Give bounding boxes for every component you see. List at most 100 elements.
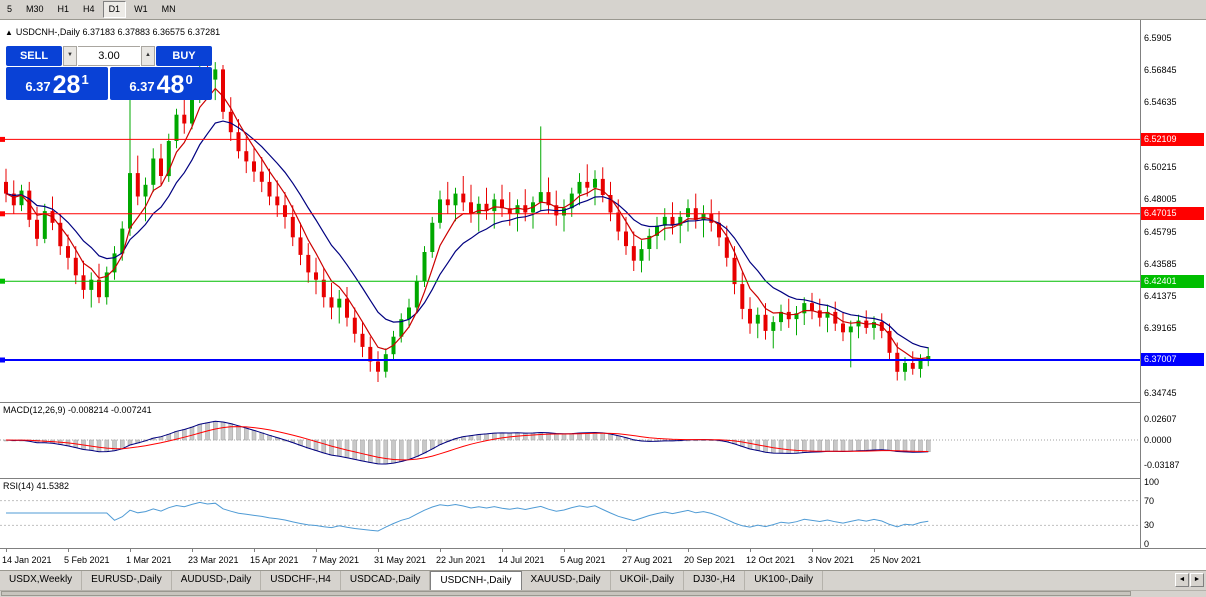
sell-price-base: 6.37 [25,79,51,94]
timeframe-toolbar: 5 M30 H1 H4 D1 W1 MN [0,0,1206,20]
time-axis-tick [316,549,317,552]
price-axis-label: 6.54635 [1144,97,1177,108]
macd-axis-label: -0.03187 [1144,460,1180,471]
time-axis-label: 15 Apr 2021 [250,555,299,565]
timeframe-button-h1[interactable]: H1 [51,1,76,18]
rsi-axis-label: 100 [1144,477,1160,487]
rsi-axis-label: 30 [1144,520,1155,531]
macd-indicator-canvas[interactable] [0,402,1140,478]
horizontal-lines-layer[interactable] [0,136,1140,363]
timeframe-button-w1[interactable]: W1 [128,1,154,18]
price-axis-label: 6.41375 [1144,291,1177,302]
price-scale-separator[interactable] [1140,20,1141,548]
chart-title: ▲ USDCNH-,Daily 6.37183 6.37883 6.36575 6… [5,27,220,37]
time-axis: 14 Jan 2021 5 Feb 2021 1 Mar 2021 23 Mar 20… [0,549,1206,570]
time-axis-tick [812,549,813,552]
price-axis-label: 6.45795 [1144,226,1177,237]
chart-ohlc-values: 6.37183 6.37883 6.36575 6.37281 [82,27,221,37]
chart-tab-usdcnh-daily[interactable]: USDCNH-,Daily [430,571,522,590]
time-axis-tick [688,549,689,552]
chart-tab-audusd-daily[interactable]: AUDUSD-,Daily [172,571,262,590]
time-axis-tick [378,549,379,552]
time-axis-tick [874,549,875,552]
chart-tab-eurusd-daily[interactable]: EURUSD-,Daily [82,571,172,590]
time-axis-label: 14 Jan 2021 [2,555,52,565]
tab-scroll-left-button[interactable]: ◄ [1175,573,1189,587]
price-axis-label: 6.5905 [1144,33,1172,43]
time-axis-label: 14 Jul 2021 [498,555,545,565]
time-axis-tick [750,549,751,552]
timeframe-button-h4[interactable]: H4 [77,1,101,18]
macd-axis-label: 0.02607 [1144,414,1177,425]
price-axis-label: 6.39165 [1144,323,1177,334]
time-axis-tick [254,549,255,552]
pane-separator-rsi[interactable] [0,478,1206,479]
macd-histogram-layer [3,420,931,465]
buy-button[interactable]: BUY [156,46,212,66]
time-axis-label: 5 Aug 2021 [560,555,606,565]
chart-tab-bar: USDX,Weekly EURUSD-,Daily AUDUSD-,Daily USD… [0,570,1206,590]
chart-tab-xauusd-daily[interactable]: XAUUSD-,Daily [522,571,611,590]
price-axis-label: 6.50215 [1144,162,1177,173]
volume-input[interactable] [78,46,140,66]
chart-tab-ukoil-daily[interactable]: UKOil-,Daily [611,571,685,590]
rsi-indicator-label: RSI(14) 41.5382 [3,481,70,491]
horizontal-scrollbar-thumb[interactable] [1,591,1131,596]
chart-tab-usdx-weekly[interactable]: USDX,Weekly [0,571,83,590]
price-axis-label: 6.34745 [1144,388,1177,398]
rsi-indicator-canvas[interactable] [0,478,1140,548]
volume-decrease-button[interactable]: ▼ [63,46,77,66]
time-axis-label: 25 Nov 2021 [870,555,922,565]
rsi-axis-label: 0 [1144,539,1150,549]
sell-price-pips: 28 [52,71,81,99]
timeframe-button-d1[interactable]: D1 [102,1,127,18]
chart-collapse-icon[interactable]: ▲ [5,28,13,37]
pane-separator-macd[interactable] [0,402,1206,403]
buy-price-pips: 48 [156,71,185,99]
hline-price-tag: 6.52109 [1141,132,1204,146]
candles-layer [4,54,931,382]
timeframe-button-mn[interactable]: MN [155,1,182,18]
macd-axis-label: 0.0000 [1144,435,1172,445]
rsi-axis-label: 70 [1144,495,1155,506]
price-axis-label: 6.43585 [1144,258,1177,269]
time-axis-label: 3 Nov 2021 [808,555,855,565]
time-axis-label: 20 Sep 2021 [684,555,736,565]
time-axis-label: 12 Oct 2021 [746,555,796,565]
time-axis-label: 31 May 2021 [374,555,427,565]
tab-scroll-arrows: ◄ ► [1175,573,1204,587]
time-axis-label: 27 Aug 2021 [622,555,673,565]
time-axis-label: 1 Mar 2021 [126,555,172,565]
time-axis-tick [564,549,565,552]
tab-scroll-right-button[interactable]: ► [1190,573,1204,587]
chart-tab-usdcad-daily[interactable]: USDCAD-,Daily [341,571,431,590]
chart-symbol-period: USDCNH-,Daily [15,27,80,37]
sell-price-point: 1 [81,72,89,87]
buy-price-base: 6.37 [129,79,155,94]
sell-button[interactable]: SELL [6,46,62,66]
chart-tab-uk100-daily[interactable]: UK100-,Daily [745,571,824,590]
time-axis-tick [192,549,193,552]
timeframe-button-m30[interactable]: M30 [20,1,50,18]
time-axis-tick [440,549,441,552]
hline-price-tag: 6.47015 [1141,207,1204,221]
time-axis-label: 23 Mar 2021 [188,555,239,565]
buy-price-point: 0 [185,72,193,87]
price-scale: 6.5905 6.56845 6.54635 6.50215 6.48005 6.4579… [1141,20,1206,549]
one-click-trading-panel: SELL ▼ ▲ BUY 6.37 28 1 6.37 48 0 [6,46,212,100]
time-axis-label: 7 May 2021 [312,555,360,565]
volume-increase-button[interactable]: ▲ [141,46,155,66]
macd-indicator-label: MACD(12,26,9) -0.008214 -0.007241 [3,405,152,415]
time-axis-tick [130,549,131,552]
sell-price-display[interactable]: 6.37 28 1 [6,67,108,100]
buy-price-display[interactable]: 6.37 48 0 [110,67,212,100]
price-axis-label: 6.48005 [1144,194,1177,205]
hline-price-tag: 6.37007 [1141,353,1204,367]
chart-tab-dj30-h4[interactable]: DJ30-,H4 [684,571,746,590]
time-axis-tick [502,549,503,552]
timeframe-button-5[interactable]: 5 [1,1,19,18]
chart-tab-usdchf-h4[interactable]: USDCHF-,H4 [261,571,341,590]
time-axis-tick [6,549,7,552]
price-axis-label: 6.56845 [1144,65,1177,76]
time-axis-label: 5 Feb 2021 [64,555,110,565]
